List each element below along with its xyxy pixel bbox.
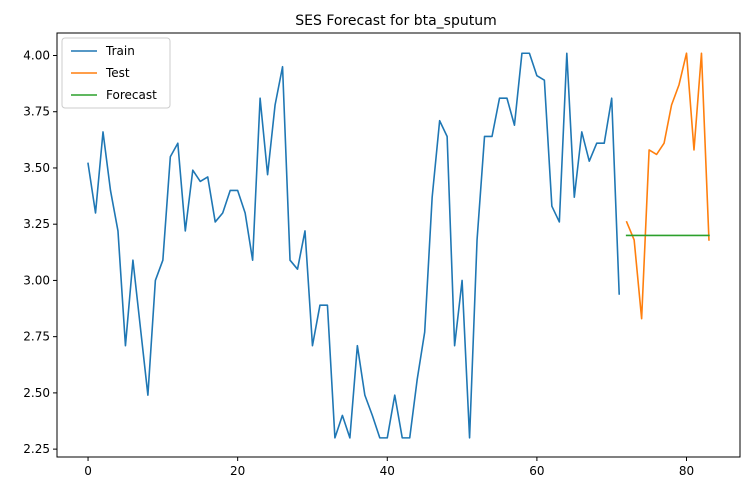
axes-frame (56, 32, 741, 458)
chart-title: SES Forecast for bta_sputum (295, 13, 496, 29)
y-tick-label: 3.25 (23, 217, 50, 231)
y-tick-label: 3.00 (23, 273, 50, 287)
y-tick-label: 2.25 (23, 442, 50, 456)
legend: Train Test Forecast (61, 37, 171, 109)
series-layer (87, 52, 710, 439)
legend-label-train: Train (105, 44, 135, 58)
legend-label-test: Test (105, 66, 130, 80)
series-line-train (87, 52, 621, 439)
y-tick-label: 2.50 (23, 386, 50, 400)
y-tick-label: 4.00 (23, 48, 50, 62)
y-tick-label: 2.75 (23, 330, 50, 344)
y-axis-ticks: 2.25 2.50 2.75 3.00 3.25 3.50 3.75 4.00 (23, 48, 57, 456)
x-tick-label: 80 (679, 464, 694, 478)
x-axis-ticks: 0 20 40 60 80 (84, 457, 694, 478)
x-tick-label: 60 (529, 464, 544, 478)
legend-box (61, 37, 171, 109)
x-tick-label: 20 (230, 464, 245, 478)
plot-area: 0 20 40 60 80 2.25 2.50 2.75 3.00 3.25 3.50 3.75 4.… (23, 32, 741, 478)
x-tick-label: 40 (380, 464, 395, 478)
x-tick-label: 0 (84, 464, 92, 478)
y-tick-label: 3.50 (23, 161, 50, 175)
y-tick-label: 3.75 (23, 105, 50, 119)
series-line-test (625, 52, 710, 320)
legend-label-forecast: Forecast (106, 88, 157, 102)
